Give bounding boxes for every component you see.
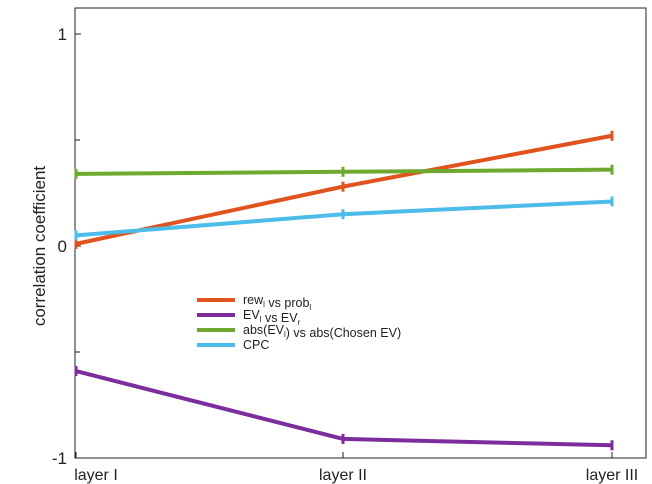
legend-label-ev: EVl vs EVr bbox=[243, 308, 301, 327]
x-tick-label: layer III bbox=[586, 467, 638, 484]
legend-label-rew: rewl vs probl bbox=[243, 293, 311, 312]
x-tick-label: layer II bbox=[319, 467, 367, 484]
x-tick-label: layer I bbox=[74, 467, 118, 484]
plot-frame bbox=[74, 7, 647, 459]
legend-label-abs: abs(EVl) vs abs(Chosen EV) bbox=[243, 323, 401, 340]
plot-area bbox=[74, 130, 614, 451]
y-tick-label: 0 bbox=[58, 237, 67, 256]
axes: 1 0 -1 layer I layer II layer III correlation … bbox=[30, 7, 647, 484]
y-axis-label: correlation coefficient bbox=[30, 166, 49, 327]
legend-label-cpc: CPC bbox=[243, 338, 269, 352]
y-tick-label: 1 bbox=[58, 25, 67, 44]
y-tick-label: -1 bbox=[52, 449, 67, 468]
